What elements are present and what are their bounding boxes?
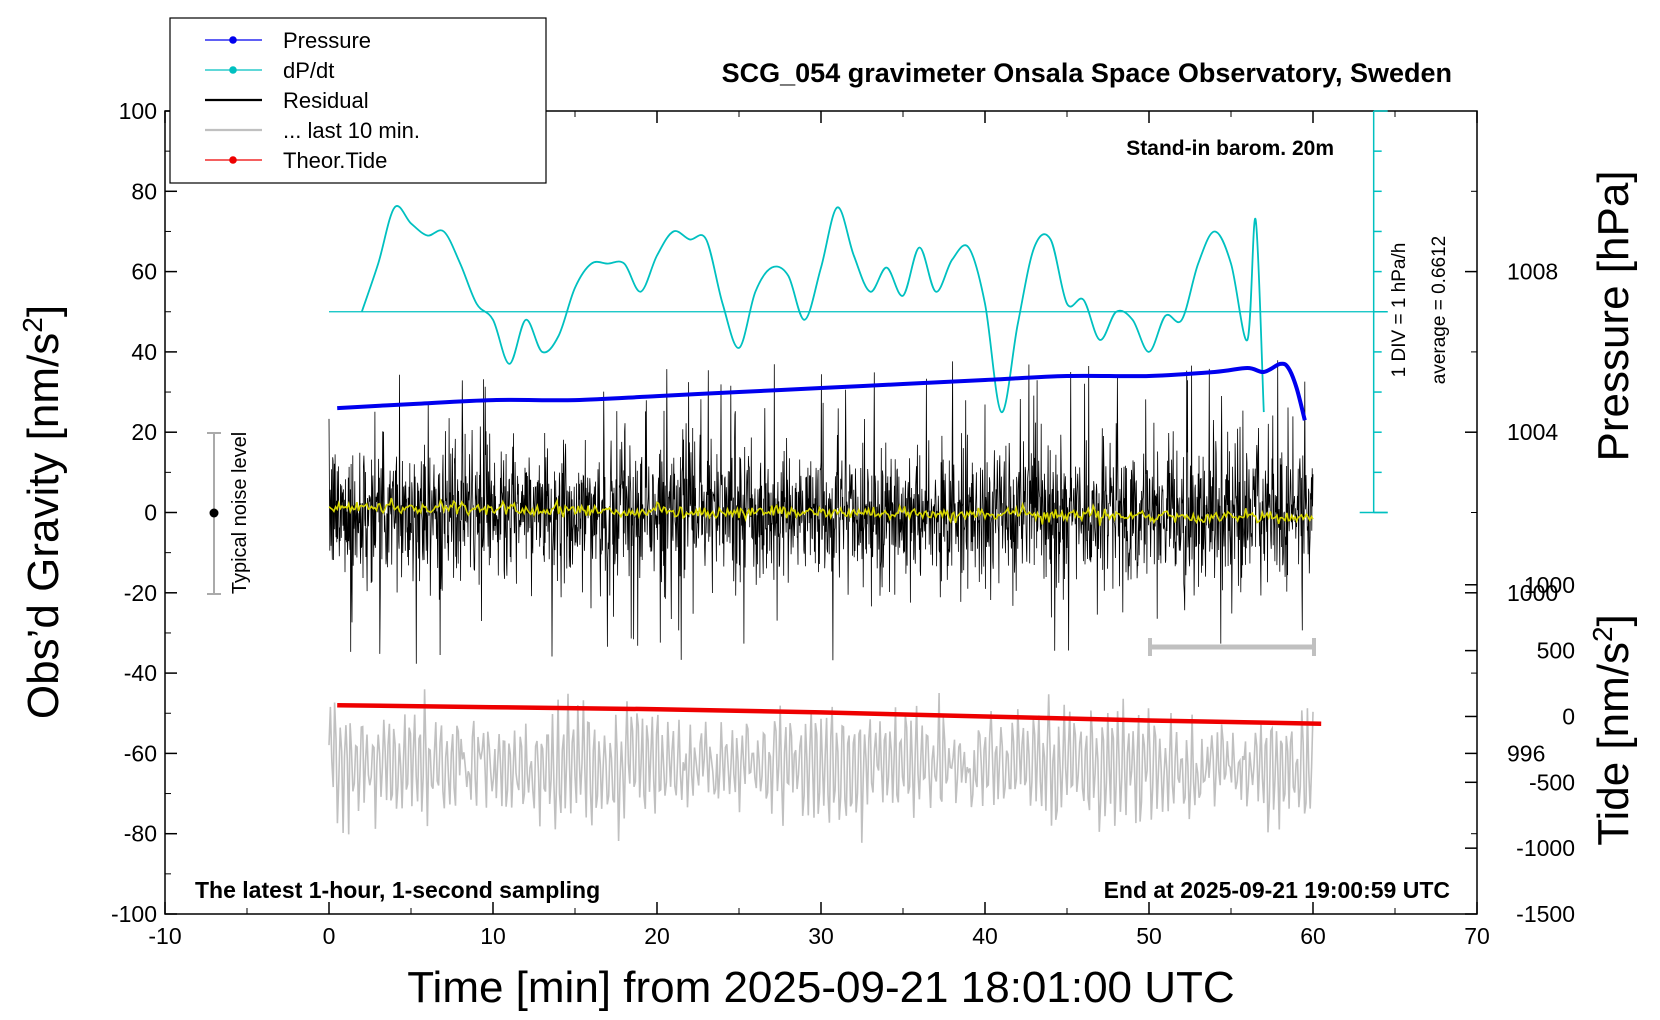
legend-label: ... last 10 min.	[283, 118, 420, 143]
tide-tick-label: -500	[1529, 769, 1575, 795]
y-tick-label: -80	[124, 821, 157, 847]
x-tick-label: 10	[480, 923, 506, 949]
legend-label: dP/dt	[283, 58, 334, 83]
annotation-div: 1 DIV = 1 hPa/h	[1389, 243, 1410, 378]
plot-data	[328, 205, 1388, 843]
noise-level-marker	[207, 432, 221, 595]
y-axis-label-left: Obs’d Gravity [nm/s2]	[17, 305, 68, 719]
y-axis-label-left-close: ]	[19, 305, 68, 317]
x-axis: -10 0 10 20 30 40 50 60 70	[148, 111, 1490, 949]
pressure-tick-label: 1004	[1507, 419, 1558, 445]
y-tick-label: -60	[124, 740, 157, 766]
x-tick-label: 40	[972, 923, 998, 949]
x-tick-label: 50	[1136, 923, 1162, 949]
legend-marker	[229, 36, 237, 44]
x-tick-label: 60	[1300, 923, 1326, 949]
legend-marker	[229, 66, 237, 74]
annotation-average: average = 0.6612	[1429, 236, 1450, 384]
pressure-tick-label: 1000	[1507, 580, 1558, 606]
y-axis-label-tide: Tide [nm/s2]	[1587, 614, 1638, 846]
y-tick-label: -40	[124, 660, 157, 686]
y-tick-label: 40	[131, 339, 157, 365]
pressure-tick-label: 996	[1507, 740, 1545, 766]
y-axis-label-tide-sup: 2	[1587, 626, 1618, 642]
tide-tick-label: 1000	[1524, 572, 1575, 598]
annotation-latest: The latest 1-hour, 1-second sampling	[195, 877, 600, 903]
annotation-barometer: Stand-in barom. 20m	[1126, 137, 1334, 160]
series-theor-tide	[337, 702, 1322, 726]
tide-tick-label: -1500	[1516, 901, 1575, 927]
legend-label: Residual	[283, 88, 369, 113]
legend-label: Pressure	[283, 28, 371, 53]
y-axis-label-tide-close: ]	[1589, 614, 1638, 626]
y-tick-label: 100	[119, 98, 157, 124]
series-residual	[328, 360, 1314, 664]
x-tick-label: 0	[323, 923, 336, 949]
y-tick-label: 20	[131, 419, 157, 445]
y-axis-label-left-text: Obs’d Gravity [nm/s	[19, 333, 68, 719]
y-axis-pressure: 996 1000 1004 1008	[1465, 190, 1558, 835]
x-axis-label: Time [min] from 2025-09-21 18:01:00 UTC	[407, 963, 1234, 1012]
last-10-min-bracket	[1148, 638, 1316, 656]
y-tick-label: -20	[124, 580, 157, 606]
dpdt-scale-axis	[1359, 110, 1388, 514]
y-axis-label-pressure: Pressure [hPa]	[1589, 170, 1638, 461]
tide-tick-label: 0	[1562, 703, 1575, 729]
x-tick-label: 20	[644, 923, 670, 949]
x-tick-label: 30	[808, 923, 834, 949]
y-tick-label: -100	[111, 901, 157, 927]
y-axis-label-left-sup: 2	[17, 317, 48, 333]
tide-tick-label: 500	[1537, 638, 1575, 664]
y-axis-tide: -1500 -1000 -500 0 500 1000	[1465, 572, 1575, 927]
x-tick-label: -10	[148, 923, 181, 949]
y-tick-label: 0	[144, 500, 157, 526]
y-tick-label: 80	[131, 178, 157, 204]
tide-tick-label: -1000	[1516, 835, 1575, 861]
chart-title: SCG_054 gravimeter Onsala Space Observat…	[722, 58, 1452, 88]
x-tick-label: 70	[1464, 923, 1490, 949]
pressure-tick-label: 1008	[1507, 259, 1558, 285]
legend-marker	[229, 156, 237, 164]
legend: Pressure dP/dt Residual ... last 10 min. The…	[169, 17, 547, 184]
annotation-noise: Typical noise level	[229, 432, 251, 594]
series-dpdt	[360, 205, 1265, 414]
y-axis-label-tide-text: Tide [nm/s	[1589, 642, 1638, 846]
legend-label: Theor.Tide	[283, 148, 387, 173]
series-pressure	[337, 361, 1307, 421]
annotation-end: End at 2025-09-21 19:00:59 UTC	[1104, 877, 1450, 903]
y-axis-left: -100 -80 -60 -40 -20 0 20 40 60 80 100	[111, 98, 177, 927]
y-tick-label: 60	[131, 259, 157, 285]
series-residual-smoothed	[328, 497, 1314, 526]
